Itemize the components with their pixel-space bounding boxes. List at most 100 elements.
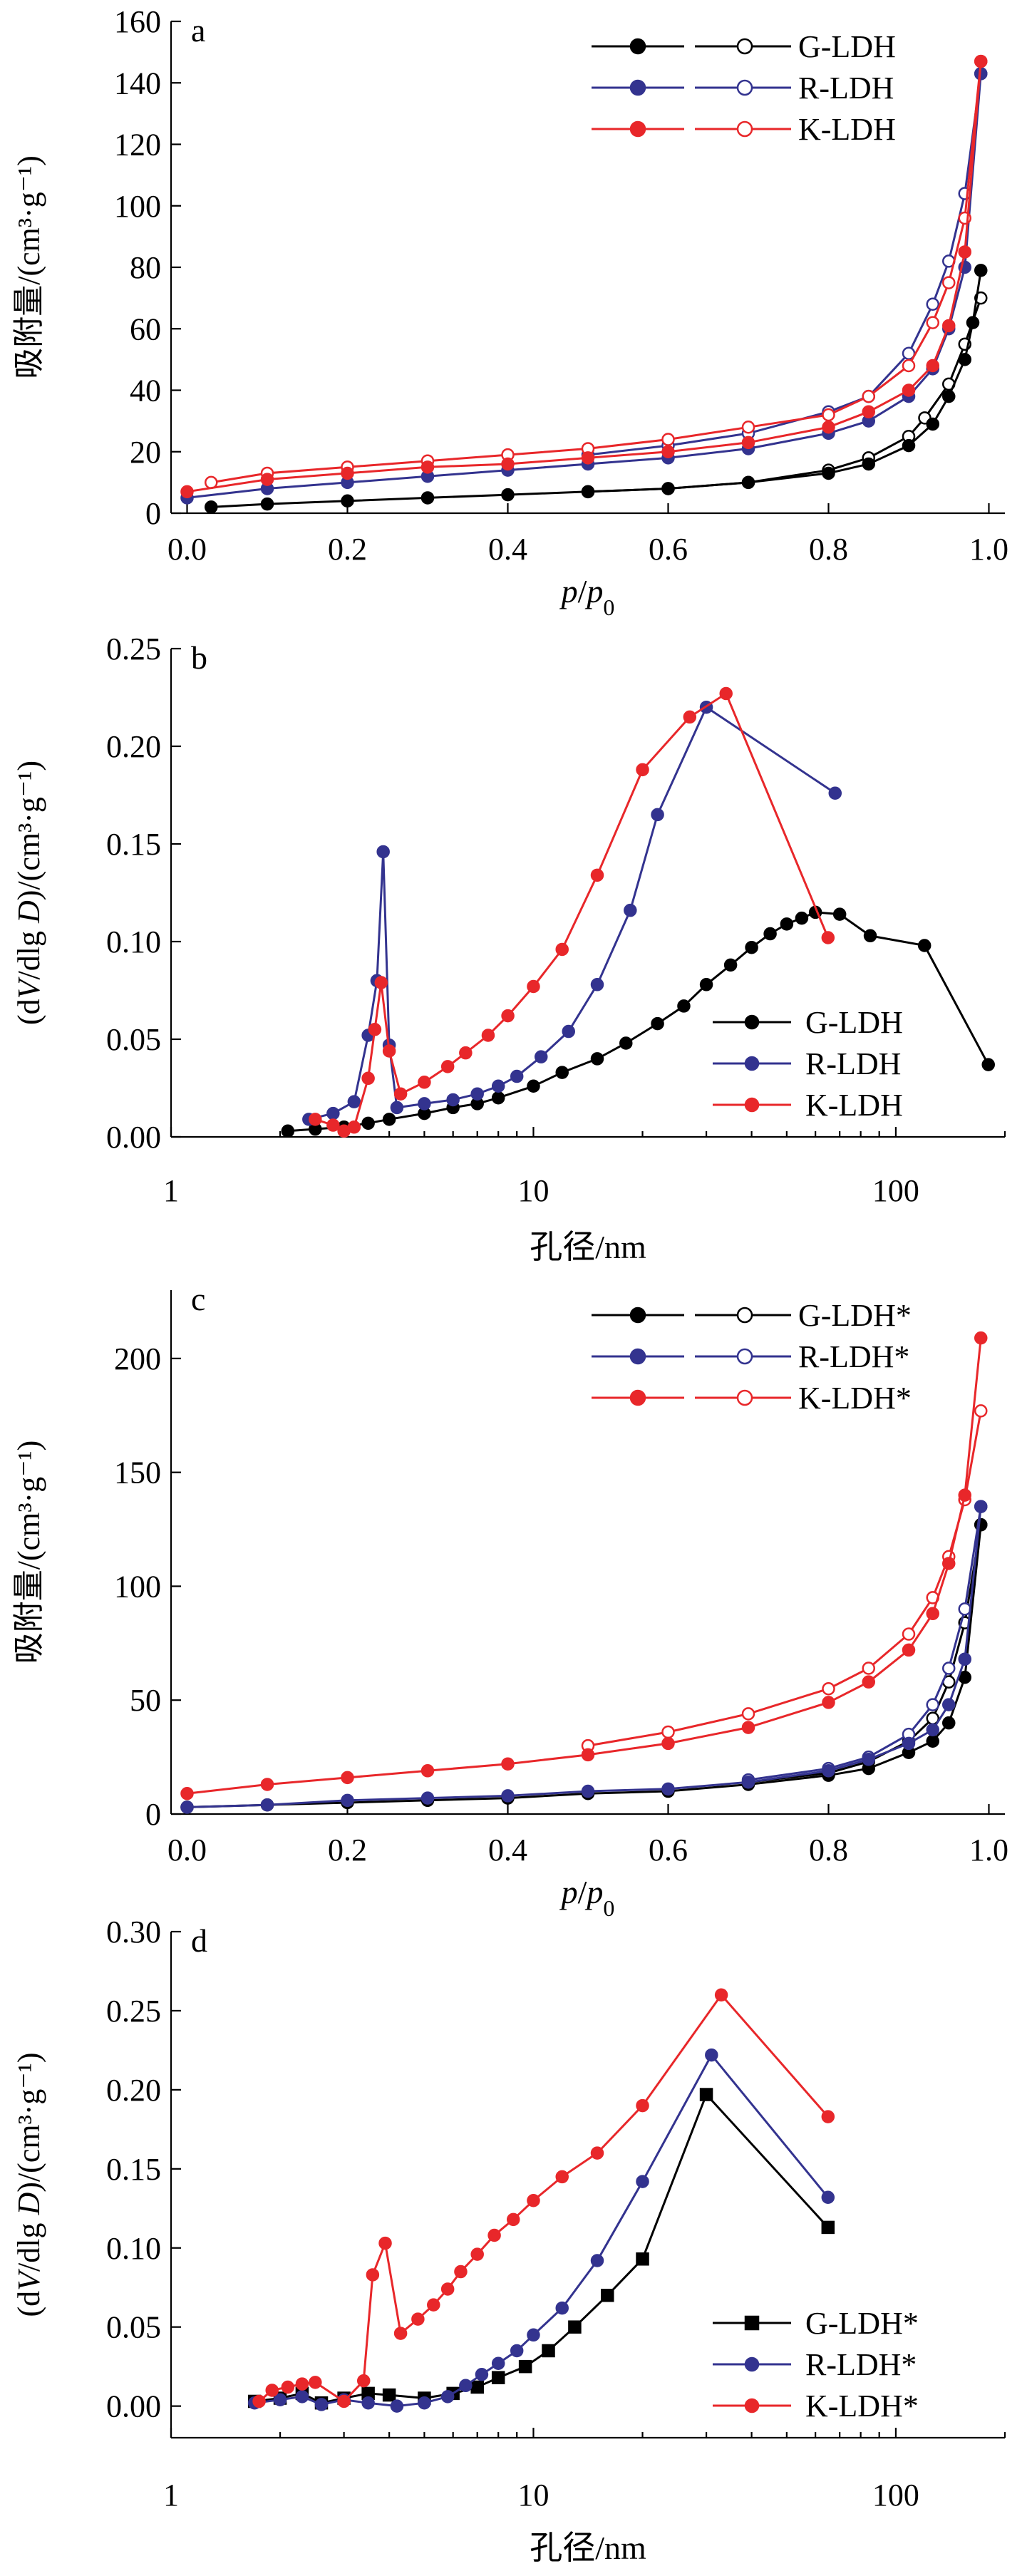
x-tick-label: 0.6	[649, 532, 688, 567]
data-point	[555, 942, 569, 957]
data-point	[347, 1095, 361, 1108]
legend-label: R-LDH*	[798, 1339, 909, 1374]
data-line	[254, 2092, 829, 2404]
data-point	[393, 1087, 408, 1101]
x-tick-label: 0.8	[809, 532, 848, 567]
legend-label: G-LDH*	[805, 2306, 919, 2341]
desorption-line	[748, 1524, 982, 1783]
series-g-ldh	[205, 264, 988, 514]
data-point	[314, 2398, 329, 2411]
data-point	[651, 808, 664, 822]
adsorption-point	[822, 1696, 835, 1709]
adsorption-point	[741, 436, 755, 450]
adsorption-point	[862, 405, 875, 418]
x-tick-label: 0.4	[488, 1833, 527, 1867]
data-point	[714, 1988, 728, 2001]
data-point	[393, 2327, 408, 2340]
y-tick-label: 200	[114, 1341, 161, 1376]
legend-label: K-LDH*	[798, 1381, 912, 1416]
legend-marker	[744, 2315, 760, 2331]
y-tick-label: 0.05	[106, 1022, 161, 1057]
data-point	[699, 978, 713, 991]
x-tick-label: 10	[517, 1173, 549, 1208]
y-tick-label: 100	[114, 1569, 161, 1604]
legend-marker-adsorption	[629, 1307, 646, 1324]
data-point	[527, 2328, 540, 2342]
x-tick-label: 0.0	[167, 532, 207, 567]
data-point	[487, 2228, 501, 2242]
legend-label: G-LDH	[798, 29, 896, 64]
desorption-point	[741, 1707, 755, 1721]
data-point	[326, 1118, 340, 1132]
legend: G-LDH R-LDH K-LDH	[713, 1005, 903, 1123]
y-tick-label: 40	[130, 373, 161, 408]
adsorption-point	[501, 457, 515, 471]
adsorption-point	[661, 482, 675, 495]
adsorption-point	[260, 1798, 274, 1812]
x-tick-label: 10	[517, 2478, 549, 2513]
legend-marker-adsorption	[629, 1389, 646, 1406]
desorption-point	[902, 359, 916, 373]
y-tick-label: 0	[145, 496, 161, 531]
y-tick-label: 50	[130, 1683, 161, 1718]
data-point	[440, 2390, 455, 2404]
x-tick-label: 0.0	[167, 1833, 207, 1867]
data-point	[821, 2110, 835, 2123]
data-point	[295, 2377, 309, 2391]
adsorption-point	[420, 491, 435, 505]
y-axis-label: (dV/dlg D)/(cm³·g⁻¹)	[11, 2053, 46, 2317]
series-k-ldh	[180, 54, 988, 499]
data-point	[440, 1060, 455, 1073]
adsorption-line	[187, 1525, 982, 1808]
y-tick-label: 0.10	[106, 2231, 161, 2266]
data-point	[821, 2220, 835, 2235]
legend-marker-desorption	[736, 79, 753, 96]
data-point	[636, 2252, 649, 2266]
desorption-point	[942, 1661, 956, 1675]
legend-label: R-LDH	[805, 1046, 901, 1081]
data-point	[475, 2368, 489, 2381]
data-point	[821, 2190, 835, 2204]
adsorption-point	[926, 1734, 939, 1748]
adsorption-point	[661, 445, 675, 458]
adsorption-point	[958, 245, 971, 259]
data-point	[542, 2344, 555, 2358]
legend-label: K-LDH	[798, 112, 896, 147]
data-point	[326, 1106, 340, 1120]
desorption-point	[902, 1627, 916, 1641]
desorption-point	[862, 1661, 875, 1675]
x-tick-label: 1.0	[969, 1833, 1008, 1867]
desorption-point	[822, 408, 835, 422]
adsorption-point	[966, 316, 980, 329]
legend-marker-desorption	[736, 1389, 753, 1406]
data-point	[683, 710, 697, 724]
adsorption-point	[958, 1652, 971, 1666]
y-tick-label: 0.05	[106, 2310, 161, 2345]
adsorption-point	[822, 421, 835, 434]
y-tick-label: 0.20	[106, 729, 161, 764]
data-point	[763, 927, 777, 941]
data-point	[378, 2236, 392, 2250]
panel-label: c	[191, 1281, 205, 1317]
adsorption-point	[341, 1771, 354, 1785]
adsorption-point	[958, 1488, 971, 1502]
adsorption-point	[205, 500, 218, 514]
data-point	[390, 1101, 404, 1115]
panel-d: 0.00 0.05 0.10 0.15 0.20 0.25 0.30 1 10 100 d (dV/d…	[11, 1915, 1006, 2566]
data-point	[459, 1046, 473, 1060]
legend: G-LDH R-LDH K-LDH	[592, 29, 896, 147]
data-line	[254, 2053, 829, 2408]
x-axis-label: p/p0	[559, 573, 615, 620]
legend-label: R-LDH	[798, 71, 894, 105]
legend-marker	[744, 1056, 760, 1071]
data-point	[366, 2268, 380, 2282]
data-point	[309, 2376, 322, 2389]
legend-marker-desorption	[736, 1307, 753, 1324]
data-point	[361, 1071, 375, 1086]
data-point	[347, 1120, 361, 1134]
data-point	[418, 2396, 431, 2410]
data-point	[527, 979, 540, 994]
desorption-line	[587, 73, 982, 456]
data-point	[719, 686, 733, 701]
adsorption-point	[926, 1607, 939, 1621]
